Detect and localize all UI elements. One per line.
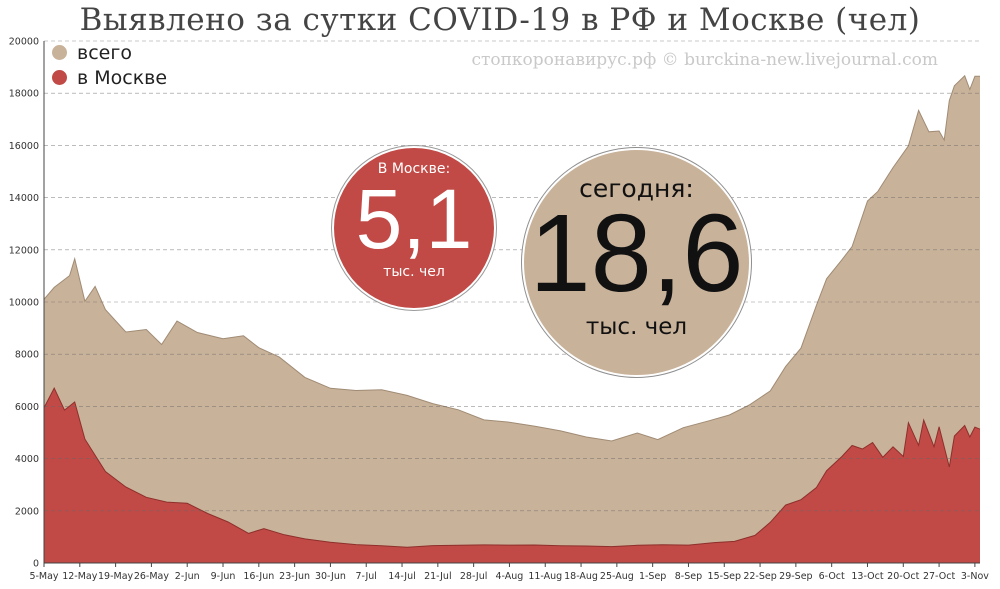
legend: всего в Москве — [52, 40, 167, 90]
moscow-bubble-value: 5,1 — [355, 172, 473, 266]
total-bubble-label: сегодня: — [579, 174, 694, 203]
moscow-bubble-unit: тыс. чел — [383, 264, 445, 280]
x-tick-label: 7-Jul — [355, 571, 376, 582]
moscow-area — [44, 388, 980, 563]
axes: 0 2000 4000 6000 8000 10000 12000 14000 16000 180… — [9, 37, 990, 583]
moscow-series — [43, 386, 981, 563]
y-tick-label: 0 — [33, 559, 39, 570]
x-tick-label: 18-Aug — [564, 571, 598, 582]
legend-swatch-moscow — [52, 70, 67, 85]
source-credit: стопкоронавирус.рф © burckina-new.livejo… — [471, 50, 938, 70]
legend-item-moscow: в Москве — [52, 65, 167, 90]
moscow-today-bubble: В Москве: 5,1 тыс. чел — [334, 148, 494, 308]
x-tick-label: 22-Sep — [743, 571, 776, 582]
x-tick-label: 16-Jun — [243, 571, 274, 582]
x-tick-label: 29-Sep — [779, 571, 812, 582]
x-tick-label: 26-May — [134, 571, 170, 582]
x-tick-label: 30-Jun — [315, 571, 346, 582]
x-tick-label: 23-Jun — [279, 571, 310, 582]
moscow-line — [43, 386, 981, 548]
total-area — [44, 75, 980, 564]
legend-item-total: всего — [52, 40, 167, 65]
y-tick-label: 4000 — [15, 454, 39, 465]
x-tick-label: 8-Sep — [675, 571, 702, 582]
x-tick-label: 11-Aug — [528, 571, 562, 582]
y-tick-label: 12000 — [9, 245, 39, 256]
total-bubble-unit: тыс. чел — [585, 314, 688, 340]
x-tick-label: 14-Jul — [388, 571, 416, 582]
y-tick-label: 6000 — [15, 402, 39, 413]
x-tick-label: 21-Jul — [424, 571, 452, 582]
y-tick-label: 18000 — [9, 89, 39, 100]
legend-swatch-total — [52, 45, 67, 60]
x-tick-label: 28-Jul — [460, 571, 488, 582]
total-line — [43, 74, 980, 442]
legend-label-moscow: в Москве — [77, 66, 168, 89]
x-tick-label: 3-Nov — [961, 571, 989, 582]
y-tick-label: 10000 — [9, 298, 39, 309]
x-tick-label: 12-May — [62, 571, 98, 582]
x-tick-label: 5-May — [29, 571, 58, 582]
y-tick-label: 16000 — [9, 141, 39, 152]
x-tick-label: 4-Aug — [496, 571, 524, 582]
x-tick-label: 2-Jun — [175, 571, 200, 582]
x-tick-label: 19-May — [98, 571, 134, 582]
y-tick-label: 14000 — [9, 193, 39, 204]
x-tick-label: 27-Oct — [923, 571, 955, 582]
x-tick-label: 20-Oct — [887, 571, 919, 582]
x-tick-label: 13-Oct — [851, 571, 883, 582]
x-tick-label: 6-Oct — [819, 571, 845, 582]
y-tick-label: 8000 — [15, 350, 39, 361]
x-tick-label: 15-Sep — [708, 571, 741, 582]
y-tick-label: 20000 — [9, 37, 39, 48]
x-tick-label: 1-Sep — [639, 571, 666, 582]
total-bubble-value: 18,6 — [529, 192, 744, 315]
y-tick-label: 2000 — [15, 506, 39, 517]
total-series — [43, 74, 980, 564]
chart-title: Выявлено за сутки COVID-19 в РФ и Москве… — [79, 2, 921, 38]
gridlines — [44, 40, 980, 512]
legend-label-total: всего — [77, 41, 132, 64]
total-today-bubble: сегодня: 18,6 тыс. чел — [524, 150, 749, 375]
moscow-bubble-label: В Москве: — [377, 161, 451, 177]
x-tick-label: 25-Aug — [600, 571, 634, 582]
x-tick-label: 9-Jun — [211, 571, 236, 582]
